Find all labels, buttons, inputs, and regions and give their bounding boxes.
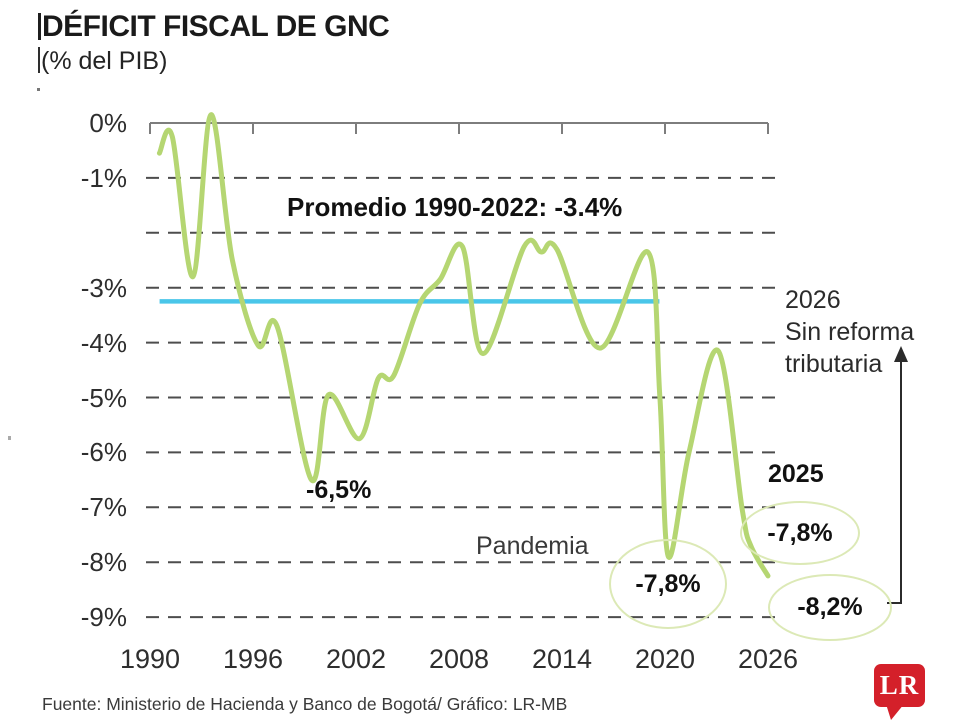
lr-logo-tail (886, 704, 904, 720)
y-axis-label: -1% (80, 162, 127, 193)
source-credit: Fuente: Ministerio de Hacienda y Banco d… (42, 694, 568, 714)
annotation-2026-note-line2: Sin reforma (785, 318, 915, 346)
chart-units-subtitle: (% del PIB) (41, 47, 168, 75)
lr-logo-bubble: LR (874, 664, 925, 707)
edge-artifact-bar (38, 47, 40, 73)
edge-artifact-bar (38, 13, 41, 40)
annotation-ellipse-2026: -8,2% (768, 574, 892, 641)
lr-logo-text: LR (879, 670, 920, 700)
y-axis-label: -7% (80, 492, 127, 523)
annotation-1999-value: -6,5% (306, 476, 372, 504)
y-axis-label: -8% (80, 547, 127, 578)
x-axis-label: 1990 (119, 644, 181, 674)
annotation-2020-value: -7,8% (635, 569, 701, 598)
y-axis-label: -4% (80, 327, 127, 358)
y-axis-label: -5% (80, 382, 127, 413)
edge-artifact-dot (37, 88, 40, 91)
edge-artifact-dot (8, 436, 11, 440)
page-title: DÉFICIT FISCAL DE GNC (42, 10, 390, 43)
x-axis-label: 2008 (428, 644, 490, 674)
annotation-arrow-line (887, 360, 902, 604)
annotation-2026-note-line1: 2026 (785, 286, 841, 314)
arrow-up-icon (894, 346, 908, 362)
annotation-2025-value: -7,8% (767, 518, 833, 547)
annotation-2026-note-line3: tributaria (785, 350, 883, 378)
annotation-2026-value: -8,2% (797, 593, 863, 621)
lr-logo: LR (874, 664, 925, 720)
x-axis-label: 2020 (634, 644, 696, 674)
annotation-2025-year: 2025 (768, 460, 824, 488)
y-axis-label: -9% (80, 602, 127, 633)
annotation-pandemia: Pandemia (476, 532, 589, 560)
deficit-series-line (156, 112, 771, 579)
y-axis-label: -3% (80, 272, 127, 303)
annotation-ellipse-2020: -7,8% (609, 539, 727, 629)
y-axis-label: -6% (80, 437, 127, 468)
y-axis-label: 0% (89, 108, 127, 138)
annotation-ellipse-2025: -7,8% (740, 501, 860, 565)
x-axis-label: 2002 (325, 644, 387, 674)
x-axis-label: 1996 (222, 644, 284, 674)
x-axis-label: 2026 (737, 644, 799, 674)
annotation-2026-note: 2026 Sin reforma tributaria (785, 284, 914, 380)
average-line-label: Promedio 1990-2022: -3.4% (287, 192, 623, 222)
x-axis-label: 2014 (531, 644, 593, 674)
